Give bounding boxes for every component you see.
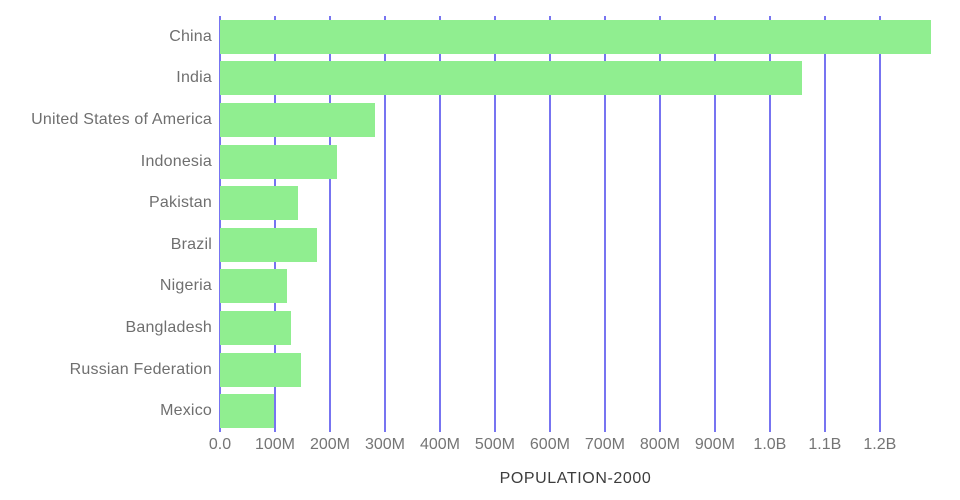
gridline-400m bbox=[438, 16, 441, 432]
gridline-200m bbox=[328, 16, 331, 432]
gridline-1-2b bbox=[878, 16, 881, 432]
x-tick-1-0b: 1.0B bbox=[753, 436, 787, 453]
x-tick-200m: 200M bbox=[309, 436, 350, 453]
gridline-1-0b bbox=[768, 16, 771, 432]
x-tick-500m: 500M bbox=[474, 436, 515, 453]
x-tick-900m: 900M bbox=[694, 436, 735, 453]
category-label-united-states-of-america: United States of America bbox=[31, 111, 212, 128]
bar-bangladesh bbox=[220, 311, 291, 345]
x-tick-800m: 800M bbox=[639, 436, 680, 453]
bar-pakistan bbox=[220, 186, 299, 221]
plot-area bbox=[219, 16, 931, 432]
category-label-india: India bbox=[176, 69, 212, 87]
y-axis-category-labels: China India United States of America Indone… bbox=[0, 16, 212, 432]
category-label-brazil: Brazil bbox=[170, 235, 212, 253]
x-tick-0-0: 0.0 bbox=[208, 436, 232, 453]
x-tick-100m: 100M bbox=[254, 436, 295, 453]
x-axis-title: POPULATION-2000 bbox=[499, 470, 652, 487]
category-label-indonesia: Indonesia bbox=[140, 152, 212, 170]
x-tick-300m: 300M bbox=[364, 436, 405, 453]
bar-nigeria bbox=[220, 269, 288, 304]
x-tick-1-1b: 1.1B bbox=[808, 436, 842, 453]
x-tick-400m: 400M bbox=[419, 436, 460, 453]
bar-united-states-of-america bbox=[220, 103, 375, 137]
gridline-0-0 bbox=[219, 16, 221, 432]
gridline-600m bbox=[548, 16, 551, 432]
gridline-900m bbox=[713, 16, 716, 432]
x-tick-600m: 600M bbox=[529, 436, 570, 453]
bar-mexico bbox=[220, 394, 275, 429]
bar-indonesia bbox=[220, 144, 337, 179]
category-label-china: China bbox=[169, 27, 212, 45]
category-label-bangladesh: Bangladesh bbox=[125, 319, 212, 336]
category-label-nigeria: Nigeria bbox=[159, 277, 212, 295]
gridline-1-1b bbox=[823, 16, 826, 432]
x-tick-1-2b: 1.2B bbox=[863, 436, 897, 453]
category-label-pakistan: Pakistan bbox=[149, 194, 212, 212]
bar-brazil bbox=[220, 227, 317, 262]
gridline-800m bbox=[658, 16, 661, 432]
gridline-700m bbox=[603, 16, 606, 432]
category-label-mexico: Mexico bbox=[160, 402, 212, 420]
bar-china bbox=[220, 19, 931, 54]
bar-india bbox=[220, 61, 802, 96]
x-tick-700m: 700M bbox=[584, 436, 625, 453]
gridline-300m bbox=[383, 16, 386, 432]
bar-russian-federation bbox=[220, 352, 301, 387]
category-label-russian-federation: Russian Federation bbox=[69, 360, 212, 378]
gridline-100m bbox=[273, 16, 276, 432]
x-axis-tick-labels: 0.0 100M 200M 300M 400M 500M 600M 700M 800M 900M 1… bbox=[209, 436, 931, 456]
gridline-500m bbox=[493, 16, 496, 432]
